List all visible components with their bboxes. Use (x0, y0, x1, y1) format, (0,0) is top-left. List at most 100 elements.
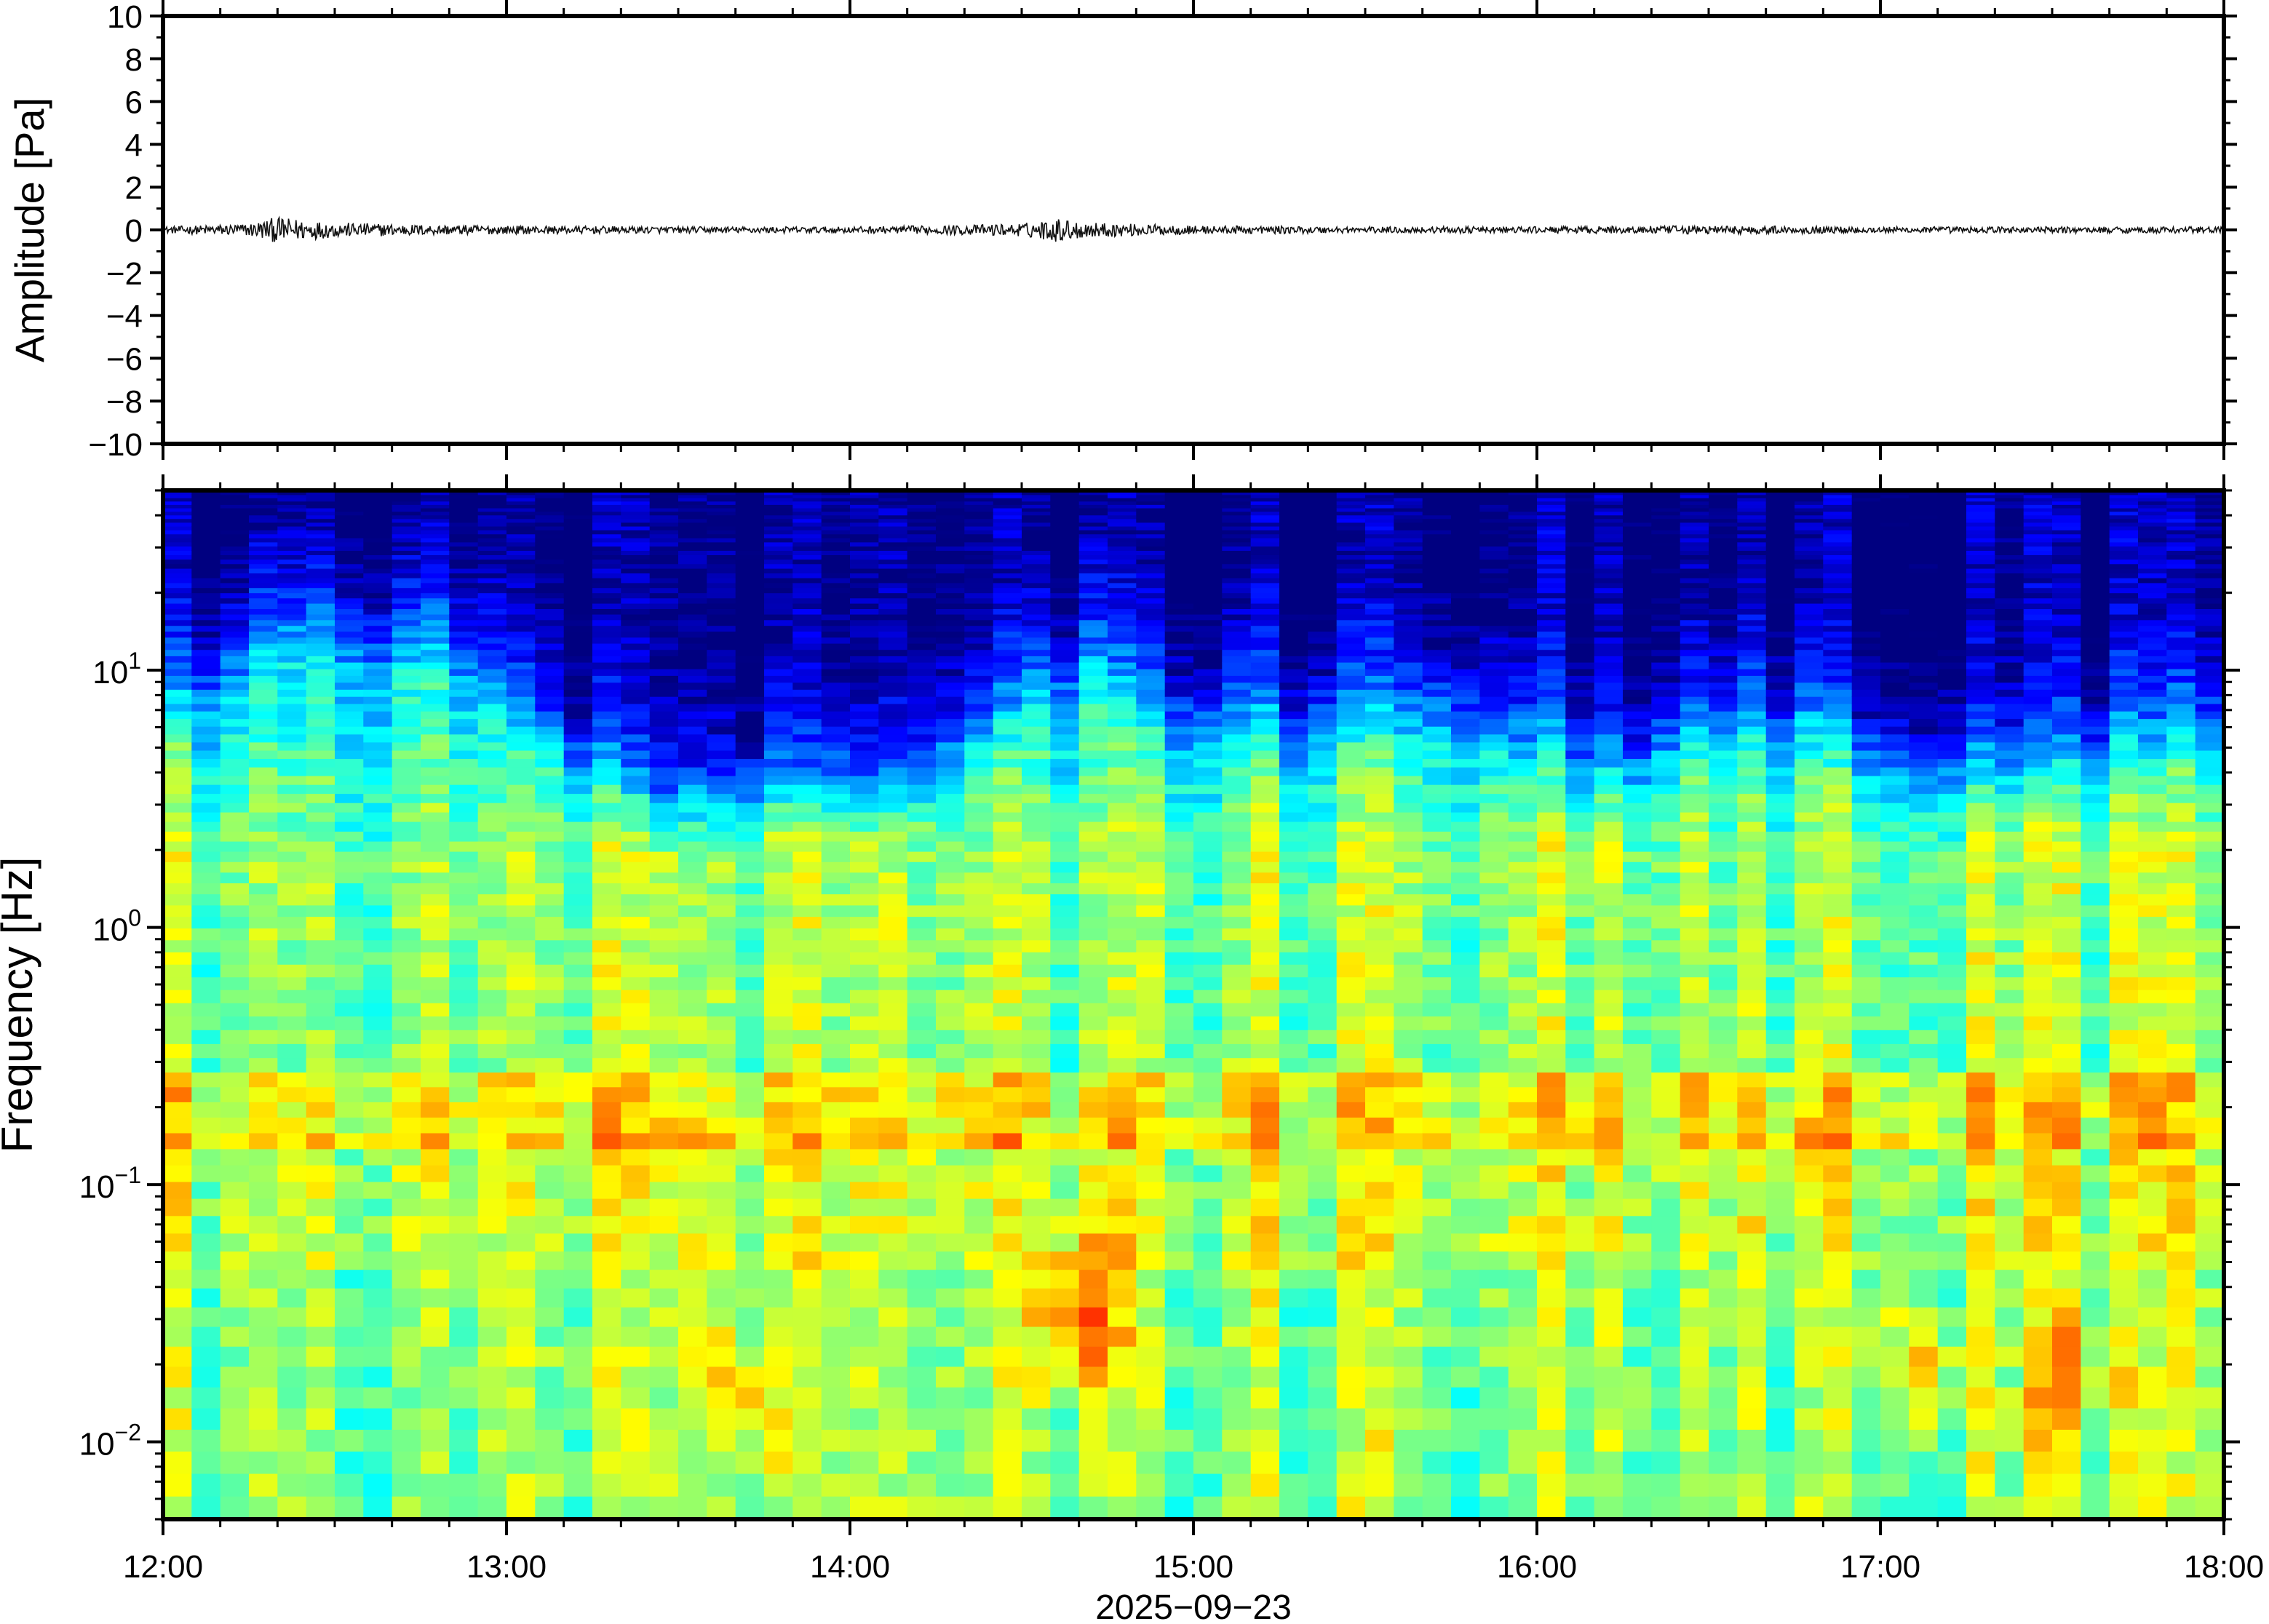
spectrogram-cell (1508, 1269, 1538, 1289)
spectrogram-cell (277, 711, 307, 720)
spectrogram-cell (907, 669, 937, 676)
spectrogram-cell (1479, 1043, 1509, 1059)
spectrogram-cell (964, 767, 994, 776)
spectrogram-cell (936, 1102, 965, 1118)
spectrogram-cell (707, 893, 736, 906)
spectrogram-cell (449, 811, 479, 822)
spectrogram-cell (850, 637, 879, 644)
spectrogram-cell (1394, 501, 1423, 505)
spectrogram-cell (535, 1030, 565, 1044)
spectrogram-cell (220, 1117, 250, 1134)
spectrogram-cell (277, 928, 307, 941)
spectrogram-cell (678, 1269, 707, 1289)
spectrogram-cell (277, 1016, 307, 1030)
spectrogram-cell (850, 1016, 879, 1030)
spectrogram-cell (907, 767, 937, 776)
spectrogram-cell (649, 603, 679, 609)
spectrogram-cell (1308, 1307, 1338, 1327)
spectrogram-cell (878, 649, 908, 656)
spectrogram-cell (563, 649, 593, 656)
spectrogram-cell (1279, 1148, 1308, 1166)
spectrogram-cell (191, 883, 221, 895)
spectrogram-cell (392, 990, 421, 1003)
spectrogram-cell (1479, 682, 1509, 690)
spectrogram-cell (936, 831, 965, 842)
spectrogram-cell (1022, 952, 1051, 965)
spectrogram-cell (306, 726, 335, 735)
spectrogram-cell (592, 526, 621, 530)
spectrogram-cell (850, 976, 879, 990)
spectrogram-cell (964, 689, 994, 697)
spectrogram-cell (1479, 904, 1509, 918)
spectrogram-cell (506, 872, 536, 883)
spectrogram-cell (335, 592, 364, 599)
spectrogram-cell (1279, 784, 1308, 795)
spectrogram-cell (621, 1326, 651, 1347)
spectrogram-cell (735, 904, 765, 918)
spectrogram-cell (878, 603, 908, 609)
spectrogram-cell (249, 916, 278, 929)
spectrogram-cell (1479, 711, 1509, 720)
spectrogram-cell (964, 711, 994, 720)
spectrogram-cell (363, 518, 393, 523)
spectrogram-cell (506, 726, 536, 735)
spectrogram-cell (563, 1366, 593, 1388)
spectrogram-cell (621, 614, 651, 621)
spectrogram-cell (1164, 643, 1194, 650)
spectrogram-cell (191, 494, 221, 498)
spectrogram-cell (1164, 976, 1194, 990)
spectrogram-cell (191, 550, 221, 555)
spectrogram-cell (306, 1102, 335, 1118)
spectrogram-cell (1078, 578, 1108, 584)
spectrogram-cell (163, 573, 192, 578)
spectrogram-cell (792, 573, 822, 578)
spectrogram-cell (535, 851, 565, 862)
spectrogram-cell (1193, 563, 1223, 569)
spectrogram-cell (1279, 533, 1308, 538)
spectrogram-cell (1136, 656, 1166, 663)
spectrogram-cell (1108, 559, 1137, 565)
spectrogram-cell (936, 1429, 965, 1452)
spectrogram-cell (907, 625, 937, 632)
waveform-line (163, 215, 2224, 242)
spectrogram-cell (1451, 494, 1480, 498)
spectrogram-cell (506, 964, 536, 978)
spectrogram-cell (649, 563, 679, 569)
spectrogram-cell (707, 511, 736, 516)
spectrogram-cell (363, 750, 393, 759)
spectrogram-cell (678, 793, 707, 803)
spectrogram-cell (1193, 1451, 1223, 1474)
spectrogram-cell (1193, 1429, 1223, 1452)
spectrogram-cell (764, 498, 793, 502)
spectrogram-cell (535, 1326, 565, 1347)
spectrogram-cell (1479, 689, 1509, 697)
spectrogram-cell (1022, 1132, 1051, 1150)
spectrogram-cell (936, 726, 965, 735)
spectrogram-cell (1365, 1181, 1394, 1199)
spectrogram-cell (277, 793, 307, 803)
spectrogram-cell (220, 916, 250, 929)
spectrogram-cell (735, 546, 765, 551)
spectrogram-cell (792, 587, 822, 594)
spectrogram-cell (335, 538, 364, 543)
spectrogram-cell (850, 1043, 879, 1059)
spectrogram-cell (1308, 1148, 1338, 1166)
spectrogram-cell (563, 733, 593, 743)
spectrogram-cell (1279, 1496, 1308, 1519)
spectrogram-cell (449, 1117, 479, 1134)
spectrogram-cell (821, 494, 851, 498)
spectrogram-cell (1193, 597, 1223, 604)
spectrogram-cell (363, 1346, 393, 1367)
spectrogram-cell (506, 568, 536, 574)
spectrogram-cell (191, 546, 221, 551)
spectrogram-cell (1479, 784, 1509, 795)
spectrogram-cell (1022, 928, 1051, 941)
spectrogram-cell (1422, 1181, 1452, 1199)
spectrogram-cell (850, 1366, 879, 1388)
spectrogram-cell (535, 530, 565, 535)
spectrogram-cell (878, 939, 908, 952)
spectrogram-cell (249, 662, 278, 669)
spectrogram-cell (735, 776, 765, 785)
spectrogram-cell (592, 1215, 621, 1234)
spectrogram-cell (678, 704, 707, 712)
